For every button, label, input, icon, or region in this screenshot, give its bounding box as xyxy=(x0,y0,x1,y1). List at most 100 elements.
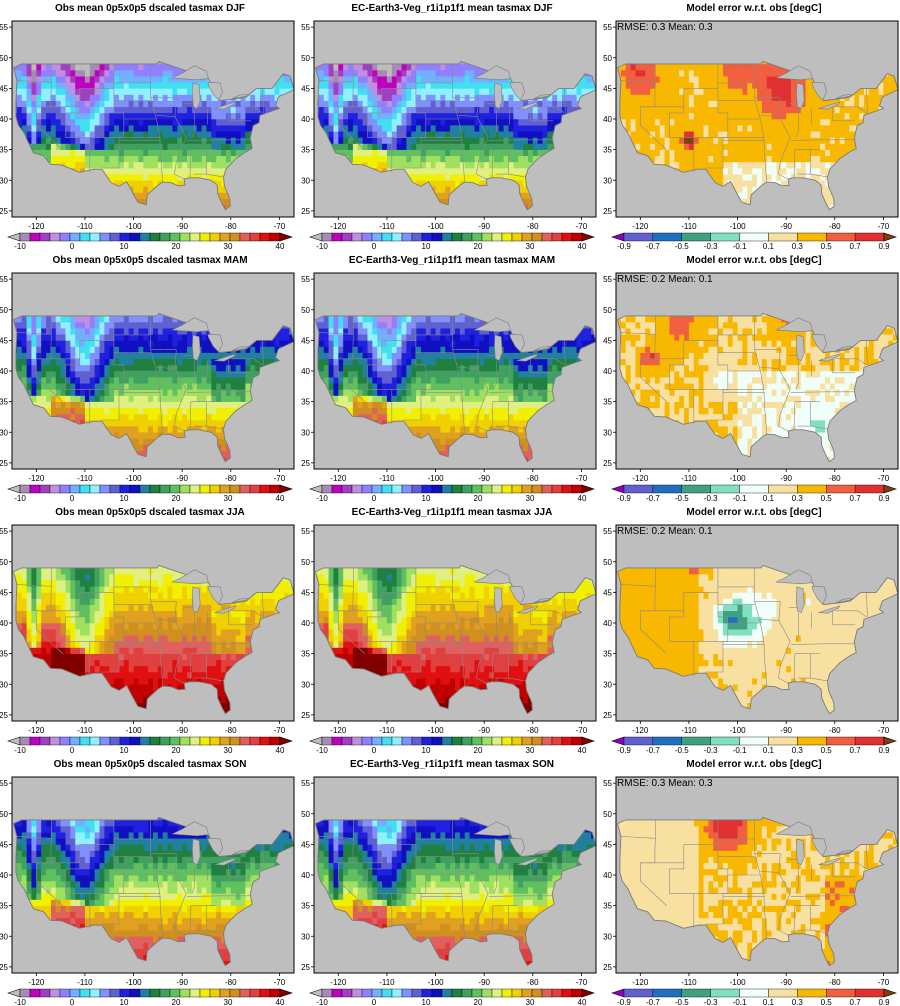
grid-cell xyxy=(192,156,197,162)
grid-cell xyxy=(168,101,173,107)
grid-cell xyxy=(148,168,153,174)
grid-cell xyxy=(416,113,421,119)
grid-cell xyxy=(206,150,211,156)
grid-cell xyxy=(70,70,75,76)
grid-cell xyxy=(65,101,70,107)
grid-cell xyxy=(801,168,806,174)
grid-cell xyxy=(791,131,796,137)
grid-cell xyxy=(718,156,723,162)
grid-cell xyxy=(80,82,85,88)
grid-cell xyxy=(65,150,70,156)
grid-cell xyxy=(168,119,173,125)
grid-cell xyxy=(324,101,329,107)
grid-cell xyxy=(669,144,674,150)
grid-cell xyxy=(197,168,202,174)
grid-cell xyxy=(129,180,134,186)
grid-cell xyxy=(70,156,75,162)
colorbar-swatch xyxy=(20,233,30,241)
grid-cell xyxy=(421,113,426,119)
grid-cell xyxy=(56,131,61,137)
grid-cell xyxy=(801,144,806,150)
grid-cell xyxy=(187,131,192,137)
grid-cell xyxy=(835,150,840,156)
x-tick-label: -80 xyxy=(225,222,237,231)
grid-cell xyxy=(56,88,61,94)
grid-cell xyxy=(431,82,436,88)
grid-cell xyxy=(284,76,289,82)
grid-cell xyxy=(508,162,513,168)
grid-cell xyxy=(31,107,36,113)
grid-cell xyxy=(358,88,363,94)
grid-cell xyxy=(114,70,119,76)
grid-cell xyxy=(835,119,840,125)
grid-cell xyxy=(65,107,70,113)
grid-cell xyxy=(465,107,470,113)
grid-cell xyxy=(65,156,70,162)
grid-cell xyxy=(704,150,709,156)
grid-cell xyxy=(329,125,334,131)
grid-cell xyxy=(202,137,207,143)
grid-cell xyxy=(655,150,660,156)
grid-cell xyxy=(41,70,46,76)
grid-cell xyxy=(22,64,27,70)
grid-cell xyxy=(75,144,80,150)
x-tick-label: -70 xyxy=(576,222,588,231)
grid-cell xyxy=(440,101,445,107)
grid-cell xyxy=(134,156,139,162)
grid-cell xyxy=(95,76,100,82)
grid-cell xyxy=(806,144,811,150)
grid-cell xyxy=(226,144,231,150)
grid-cell xyxy=(85,101,90,107)
grid-cell xyxy=(450,125,455,131)
grid-cell xyxy=(426,144,431,150)
grid-cell xyxy=(382,70,387,76)
grid-cell xyxy=(806,156,811,162)
grid-cell xyxy=(56,156,61,162)
grid-cell xyxy=(70,113,75,119)
grid-cell xyxy=(114,150,119,156)
grid-cell xyxy=(708,150,713,156)
grid-cell xyxy=(211,168,216,174)
grid-cell xyxy=(786,156,791,162)
grid-cell xyxy=(138,88,143,94)
grid-cell xyxy=(387,125,392,131)
grid-cell xyxy=(806,113,811,119)
grid-cell xyxy=(742,180,747,186)
grid-cell xyxy=(416,174,421,180)
y-tick-label: 35 xyxy=(0,146,9,155)
grid-cell xyxy=(226,137,231,143)
grid-cell xyxy=(728,168,733,174)
grid-cell xyxy=(543,113,548,119)
grid-cell xyxy=(329,95,334,101)
grid-cell xyxy=(129,76,134,82)
grid-cell xyxy=(835,131,840,137)
grid-cell xyxy=(353,150,358,156)
grid-cell xyxy=(665,107,670,113)
grid-cell xyxy=(557,101,562,107)
grid-cell xyxy=(367,156,372,162)
grid-cell xyxy=(250,95,255,101)
grid-cell xyxy=(372,131,377,137)
grid-cell xyxy=(372,113,377,119)
grid-cell xyxy=(436,95,441,101)
grid-cell xyxy=(241,125,246,131)
grid-cell xyxy=(46,150,51,156)
grid-cell xyxy=(95,162,100,168)
grid-cell xyxy=(421,76,426,82)
grid-cell xyxy=(65,113,70,119)
grid-cell xyxy=(17,107,22,113)
grid-cell xyxy=(562,107,567,113)
grid-cell xyxy=(840,119,845,125)
x-tick-label: -80 xyxy=(527,222,539,231)
grid-cell xyxy=(134,88,139,94)
grid-cell xyxy=(61,64,66,70)
grid-cell xyxy=(75,70,80,76)
grid-cell xyxy=(772,107,777,113)
grid-cell xyxy=(547,125,552,131)
grid-cell xyxy=(718,137,723,143)
grid-cell xyxy=(211,107,216,113)
grid-cell xyxy=(752,107,757,113)
grid-cell xyxy=(723,107,728,113)
grid-cell xyxy=(445,168,450,174)
grid-cell xyxy=(85,137,90,143)
